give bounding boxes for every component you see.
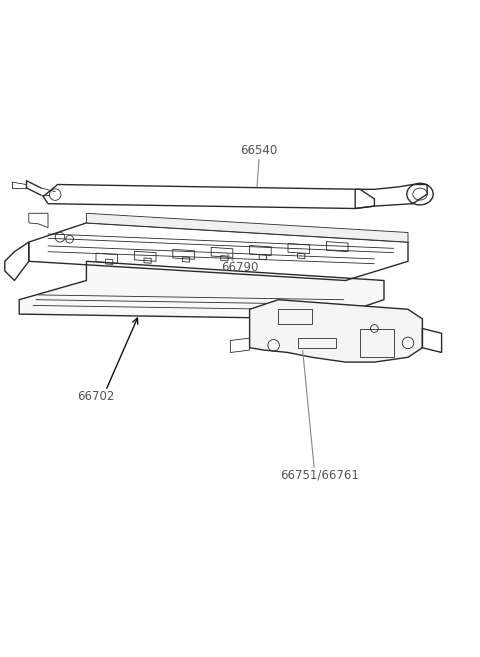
Text: 66540: 66540	[240, 145, 278, 158]
Text: 66702: 66702	[77, 390, 115, 403]
Polygon shape	[250, 300, 422, 362]
Polygon shape	[86, 214, 408, 242]
Text: 66751/66761: 66751/66761	[280, 468, 359, 482]
Polygon shape	[19, 261, 384, 319]
Text: 66790: 66790	[221, 261, 259, 273]
